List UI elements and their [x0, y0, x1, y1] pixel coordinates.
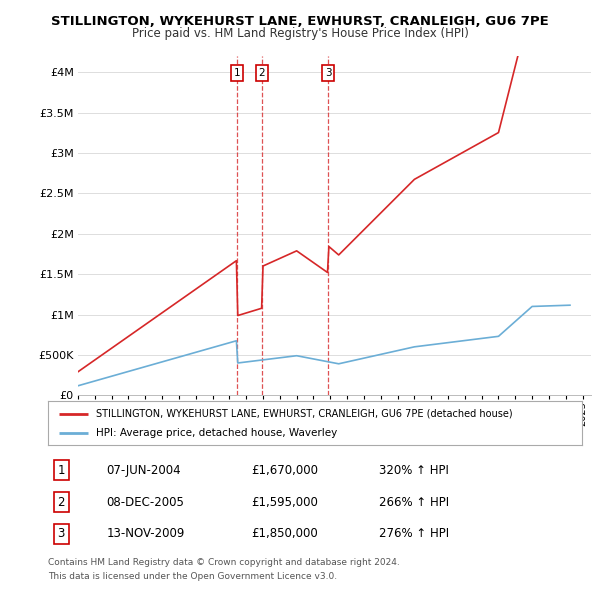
Text: This data is licensed under the Open Government Licence v3.0.: This data is licensed under the Open Gov…: [48, 572, 337, 581]
Text: STILLINGTON, WYKEHURST LANE, EWHURST, CRANLEIGH, GU6 7PE (detached house): STILLINGTON, WYKEHURST LANE, EWHURST, CR…: [96, 409, 512, 418]
Text: Contains HM Land Registry data © Crown copyright and database right 2024.: Contains HM Land Registry data © Crown c…: [48, 558, 400, 566]
Text: 266% ↑ HPI: 266% ↑ HPI: [379, 496, 449, 509]
Text: 1: 1: [233, 68, 240, 78]
Text: 320% ↑ HPI: 320% ↑ HPI: [379, 464, 449, 477]
Text: 08-DEC-2005: 08-DEC-2005: [107, 496, 185, 509]
Text: HPI: Average price, detached house, Waverley: HPI: Average price, detached house, Wave…: [96, 428, 337, 438]
Text: 1: 1: [58, 464, 65, 477]
Text: £1,850,000: £1,850,000: [251, 527, 317, 540]
Text: 3: 3: [58, 527, 65, 540]
Text: Price paid vs. HM Land Registry's House Price Index (HPI): Price paid vs. HM Land Registry's House …: [131, 27, 469, 40]
Text: £1,595,000: £1,595,000: [251, 496, 318, 509]
Text: 276% ↑ HPI: 276% ↑ HPI: [379, 527, 449, 540]
Text: 13-NOV-2009: 13-NOV-2009: [107, 527, 185, 540]
Text: 2: 2: [58, 496, 65, 509]
Text: 07-JUN-2004: 07-JUN-2004: [107, 464, 181, 477]
Text: 3: 3: [325, 68, 331, 78]
Text: STILLINGTON, WYKEHURST LANE, EWHURST, CRANLEIGH, GU6 7PE: STILLINGTON, WYKEHURST LANE, EWHURST, CR…: [51, 15, 549, 28]
Text: 2: 2: [259, 68, 265, 78]
Text: £1,670,000: £1,670,000: [251, 464, 318, 477]
